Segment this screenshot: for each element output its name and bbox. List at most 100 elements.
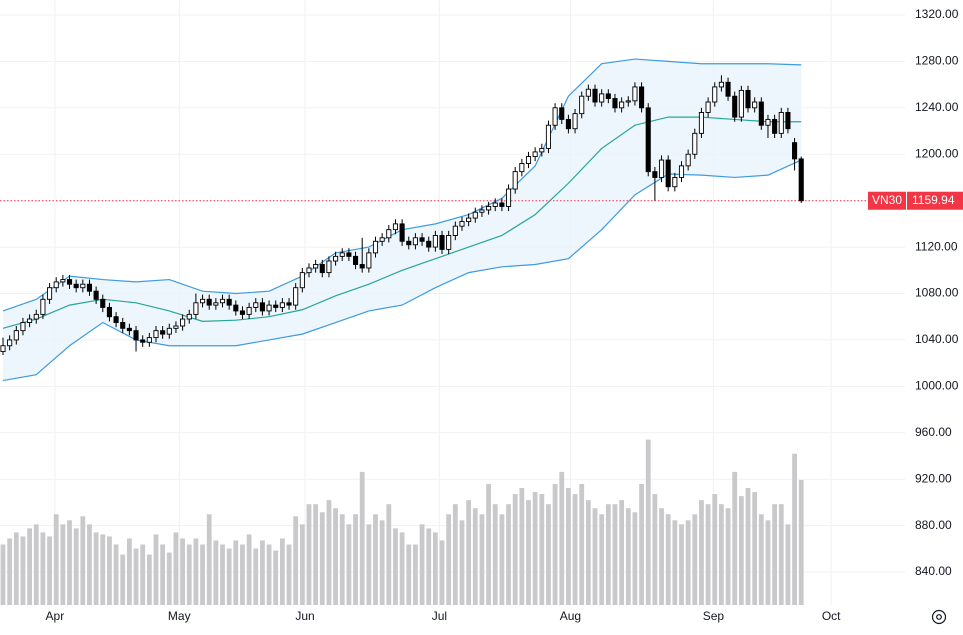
- candle-body: [738, 89, 744, 118]
- y-tick-label: 920.00: [915, 471, 952, 485]
- volume-bar: [173, 532, 179, 605]
- y-tick-label: 1040.00: [915, 332, 959, 346]
- x-tick-label: May: [168, 609, 191, 623]
- candle-body: [605, 93, 611, 99]
- x-tick-label: Sep: [703, 609, 725, 623]
- candle-body: [160, 330, 166, 335]
- volume-bar: [512, 494, 518, 605]
- volume-bar: [13, 532, 19, 605]
- candle-body: [745, 89, 751, 109]
- candle-body: [246, 306, 252, 315]
- volume-bar: [27, 528, 33, 605]
- volume-bar: [692, 514, 698, 605]
- candle-body: [752, 101, 758, 109]
- candle-body: [472, 211, 478, 219]
- candle-body: [505, 188, 512, 207]
- volume-bar: [393, 528, 398, 605]
- candle-body: [585, 88, 591, 97]
- volume-bar: [40, 532, 46, 605]
- volume-bar: [67, 520, 72, 605]
- candle-body: [559, 107, 565, 120]
- volume-bar: [266, 544, 272, 605]
- candle-body: [486, 206, 492, 211]
- candle-body: [259, 302, 265, 312]
- volume-bar: [499, 514, 505, 605]
- volume-bar: [153, 534, 159, 605]
- volume-bar: [373, 514, 378, 605]
- volume-bar: [685, 520, 691, 605]
- candle-body: [253, 302, 259, 308]
- candle-body: [685, 153, 691, 167]
- candle-body: [366, 252, 372, 269]
- volume-bar: [725, 508, 731, 605]
- volume-bar: [532, 492, 538, 605]
- axes: 840.00 880.00 920.00 960.00 1000.00 1040.00 10…: [46, 7, 963, 623]
- candle-body: [519, 163, 525, 173]
- y-tick-label: 1200.00: [915, 146, 959, 160]
- candle-body: [785, 112, 791, 130]
- candle-body: [532, 151, 538, 158]
- volume-bar: [273, 550, 279, 605]
- volume-bar: [745, 488, 751, 605]
- candle-body: [286, 302, 292, 306]
- candle-body: [266, 304, 272, 312]
- volume-bar: [246, 534, 252, 605]
- settings-icon[interactable]: [931, 609, 947, 625]
- volume-bar: [539, 494, 545, 605]
- candle-body: [798, 158, 804, 202]
- volume-bar: [752, 492, 758, 605]
- candle-body: [120, 322, 126, 329]
- volume-bar: [552, 484, 558, 605]
- candle-body: [639, 86, 645, 109]
- candle-body: [333, 255, 339, 262]
- volume-bar: [526, 500, 531, 605]
- volume-bar: [652, 494, 658, 605]
- candle-body: [772, 118, 778, 134]
- candle-body: [525, 156, 532, 164]
- volume-bar: [313, 504, 319, 605]
- volume-bar: [712, 494, 718, 605]
- candle-body: [552, 107, 558, 126]
- volume-bar: [639, 484, 644, 605]
- candle-body: [319, 264, 325, 274]
- settings-gear: [931, 609, 947, 625]
- volume-bar: [599, 514, 605, 605]
- volume-bar: [406, 544, 412, 605]
- volume-bar: [659, 508, 664, 605]
- candle-body: [412, 237, 418, 246]
- candle-body: [652, 171, 658, 178]
- volume-bar: [645, 439, 651, 605]
- y-tick-label: 1280.00: [915, 54, 959, 68]
- candle-body: [406, 240, 412, 246]
- volume-bar: [326, 500, 332, 605]
- candle-body: [459, 221, 465, 227]
- volume: [0, 439, 804, 605]
- candle-body: [792, 142, 798, 160]
- price-badge: [907, 191, 963, 210]
- volume-bar: [200, 544, 205, 605]
- volume-bar: [240, 544, 245, 605]
- volume-bar: [126, 538, 132, 605]
- candle-body: [712, 86, 718, 103]
- candle-body: [492, 202, 498, 207]
- candle-body: [658, 159, 665, 178]
- candle-body: [186, 313, 192, 320]
- candle-body: [632, 86, 638, 102]
- candle-body: [379, 237, 385, 242]
- candle-body: [539, 147, 545, 153]
- candle-body: [432, 235, 438, 248]
- candle-body: [206, 298, 212, 306]
- volume-bar: [679, 524, 684, 605]
- candle-body: [113, 316, 119, 323]
- volume-bar: [459, 520, 465, 605]
- volume-bar: [379, 520, 385, 605]
- candle-body: [466, 217, 472, 223]
- candle-body: [66, 279, 73, 285]
- candle-body: [386, 229, 392, 239]
- x-tick-label: Apr: [46, 609, 65, 623]
- candle-body: [293, 287, 299, 306]
- candle-body: [599, 93, 605, 103]
- volume-bar: [353, 514, 358, 605]
- y-tick-label: 1120.00: [915, 239, 958, 253]
